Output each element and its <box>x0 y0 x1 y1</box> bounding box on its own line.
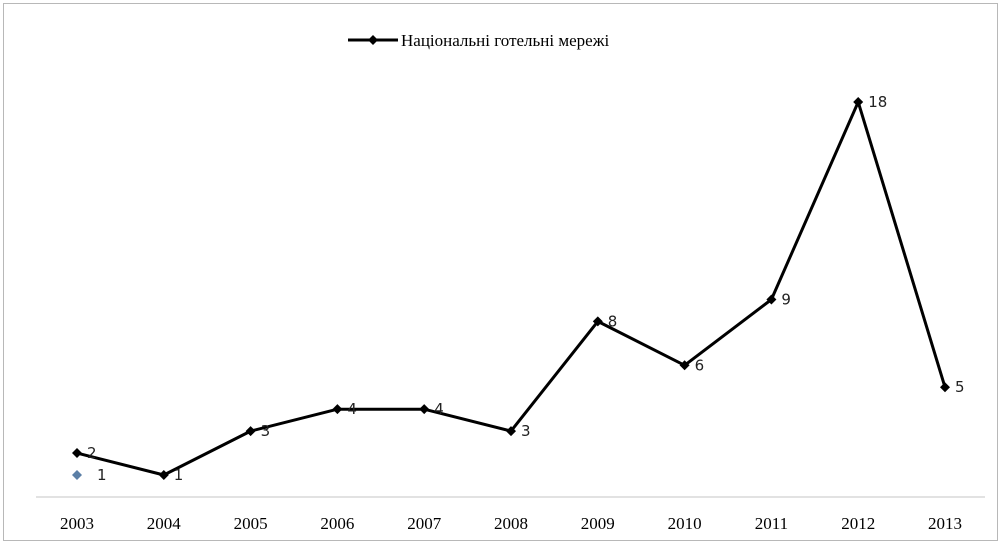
data-label: 3 <box>261 422 271 440</box>
data-label: 6 <box>695 356 705 374</box>
x-tick-label: 2007 <box>407 514 442 533</box>
extra-point-marker <box>72 470 82 480</box>
legend: Національні готельні мережі <box>348 31 609 50</box>
data-label: 3 <box>521 422 531 440</box>
data-point-marker <box>419 404 429 414</box>
x-tick-label: 2008 <box>494 514 528 533</box>
data-label: 4 <box>347 400 357 418</box>
data-label: 4 <box>434 400 444 418</box>
data-point-marker <box>159 470 169 480</box>
series-line <box>77 102 945 475</box>
legend-label: Національні готельні мережі <box>401 31 609 50</box>
data-point-marker <box>332 404 342 414</box>
x-tick-label: 2010 <box>668 514 702 533</box>
data-label: 2 <box>87 444 97 462</box>
x-tick-label: 2011 <box>755 514 788 533</box>
data-label: 5 <box>955 378 965 396</box>
extra-point-label: 1 <box>97 466 107 484</box>
data-label: 18 <box>868 93 887 111</box>
x-tick-label: 2005 <box>234 514 268 533</box>
data-label: 8 <box>608 312 618 330</box>
data-point-marker <box>72 448 82 458</box>
x-tick-label: 2012 <box>841 514 875 533</box>
data-label: 9 <box>781 290 791 308</box>
data-point-marker <box>246 426 256 436</box>
data-point-marker <box>940 382 950 392</box>
x-tick-label: 2004 <box>147 514 182 533</box>
legend-marker <box>368 35 378 45</box>
x-axis-ticks: 2003 2004 2005 2006 2007 2008 2009 2010 2011 2012… <box>60 514 962 533</box>
data-point-marker <box>853 97 863 107</box>
x-tick-label: 2013 <box>928 514 962 533</box>
x-tick-label: 2009 <box>581 514 615 533</box>
x-tick-label: 2003 <box>60 514 94 533</box>
x-tick-label: 2006 <box>320 514 354 533</box>
data-label: 1 <box>174 466 184 484</box>
